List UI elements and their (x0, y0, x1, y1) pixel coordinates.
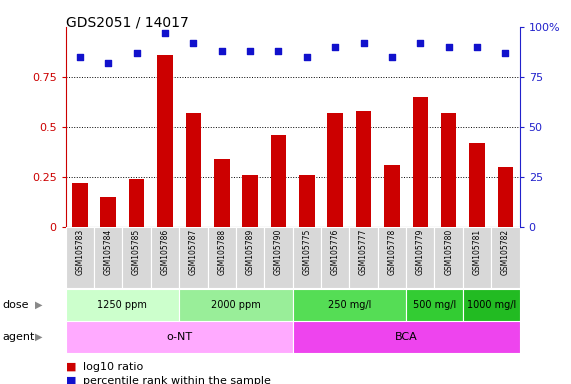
Text: 1250 ppm: 1250 ppm (98, 300, 147, 310)
Bar (293, 227, 321, 288)
Bar (384, 165, 400, 227)
Text: GSM105781: GSM105781 (473, 229, 481, 275)
Bar (66, 321, 292, 353)
Bar (72, 183, 88, 227)
Bar (94, 227, 122, 288)
Bar (66, 289, 179, 321)
Point (501, 50, 510, 56)
Bar (356, 111, 371, 227)
Bar (293, 321, 520, 353)
Bar (491, 227, 520, 288)
Bar (406, 289, 463, 321)
Text: GSM105787: GSM105787 (189, 229, 198, 275)
Bar (378, 227, 406, 288)
Bar (214, 159, 230, 227)
Point (75, 54, 85, 60)
Bar (236, 227, 264, 288)
Bar (264, 227, 292, 288)
Text: percentile rank within the sample: percentile rank within the sample (83, 376, 271, 384)
Point (359, 40, 368, 46)
Text: agent: agent (3, 332, 35, 342)
Point (416, 40, 425, 46)
Text: 250 mg/l: 250 mg/l (328, 300, 371, 310)
Point (444, 44, 453, 50)
Point (104, 60, 113, 66)
Text: GSM105784: GSM105784 (104, 229, 112, 275)
Text: GSM105788: GSM105788 (217, 229, 226, 275)
Point (472, 44, 481, 50)
Bar (441, 113, 456, 227)
Text: BCA: BCA (395, 332, 417, 342)
Text: ▶: ▶ (35, 300, 43, 310)
Bar (299, 175, 315, 227)
Bar (179, 227, 207, 288)
Text: 1000 mg/l: 1000 mg/l (467, 300, 516, 310)
Bar (497, 167, 513, 227)
Text: GSM105777: GSM105777 (359, 229, 368, 275)
Bar (122, 227, 151, 288)
Bar (435, 227, 463, 288)
Point (246, 48, 255, 54)
Point (217, 48, 226, 54)
Bar (469, 143, 485, 227)
Bar (406, 227, 435, 288)
Text: GSM105783: GSM105783 (75, 229, 85, 275)
Point (132, 50, 141, 56)
Text: 500 mg/l: 500 mg/l (413, 300, 456, 310)
Text: 2000 ppm: 2000 ppm (211, 300, 261, 310)
Bar (157, 55, 173, 227)
Bar (412, 97, 428, 227)
Text: dose: dose (3, 300, 29, 310)
Text: log10 ratio: log10 ratio (83, 362, 143, 372)
Point (387, 54, 396, 60)
Point (189, 40, 198, 46)
Text: GSM105776: GSM105776 (331, 229, 340, 275)
Text: ▶: ▶ (35, 332, 43, 342)
Bar (271, 135, 286, 227)
Bar (327, 113, 343, 227)
Bar (293, 289, 406, 321)
Text: GSM105775: GSM105775 (302, 229, 311, 275)
Bar (463, 227, 491, 288)
Bar (321, 227, 349, 288)
Text: GSM105786: GSM105786 (160, 229, 170, 275)
Bar (186, 113, 201, 227)
Text: GDS2051 / 14017: GDS2051 / 14017 (66, 15, 188, 29)
Text: GSM105790: GSM105790 (274, 229, 283, 275)
Bar (349, 227, 378, 288)
Point (160, 30, 170, 36)
Bar (463, 289, 520, 321)
Text: ■: ■ (66, 376, 76, 384)
Bar (129, 179, 144, 227)
Bar (66, 227, 94, 288)
Text: GSM105780: GSM105780 (444, 229, 453, 275)
Text: GSM105778: GSM105778 (388, 229, 396, 275)
Bar (179, 289, 292, 321)
Bar (207, 227, 236, 288)
Bar (151, 227, 179, 288)
Point (331, 44, 340, 50)
Text: o-NT: o-NT (166, 332, 192, 342)
Text: GSM105779: GSM105779 (416, 229, 425, 275)
Text: ■: ■ (66, 362, 76, 372)
Point (302, 54, 311, 60)
Text: GSM105785: GSM105785 (132, 229, 141, 275)
Point (274, 48, 283, 54)
Bar (100, 197, 116, 227)
Text: GSM105789: GSM105789 (246, 229, 255, 275)
Text: GSM105782: GSM105782 (501, 229, 510, 275)
Bar (242, 175, 258, 227)
